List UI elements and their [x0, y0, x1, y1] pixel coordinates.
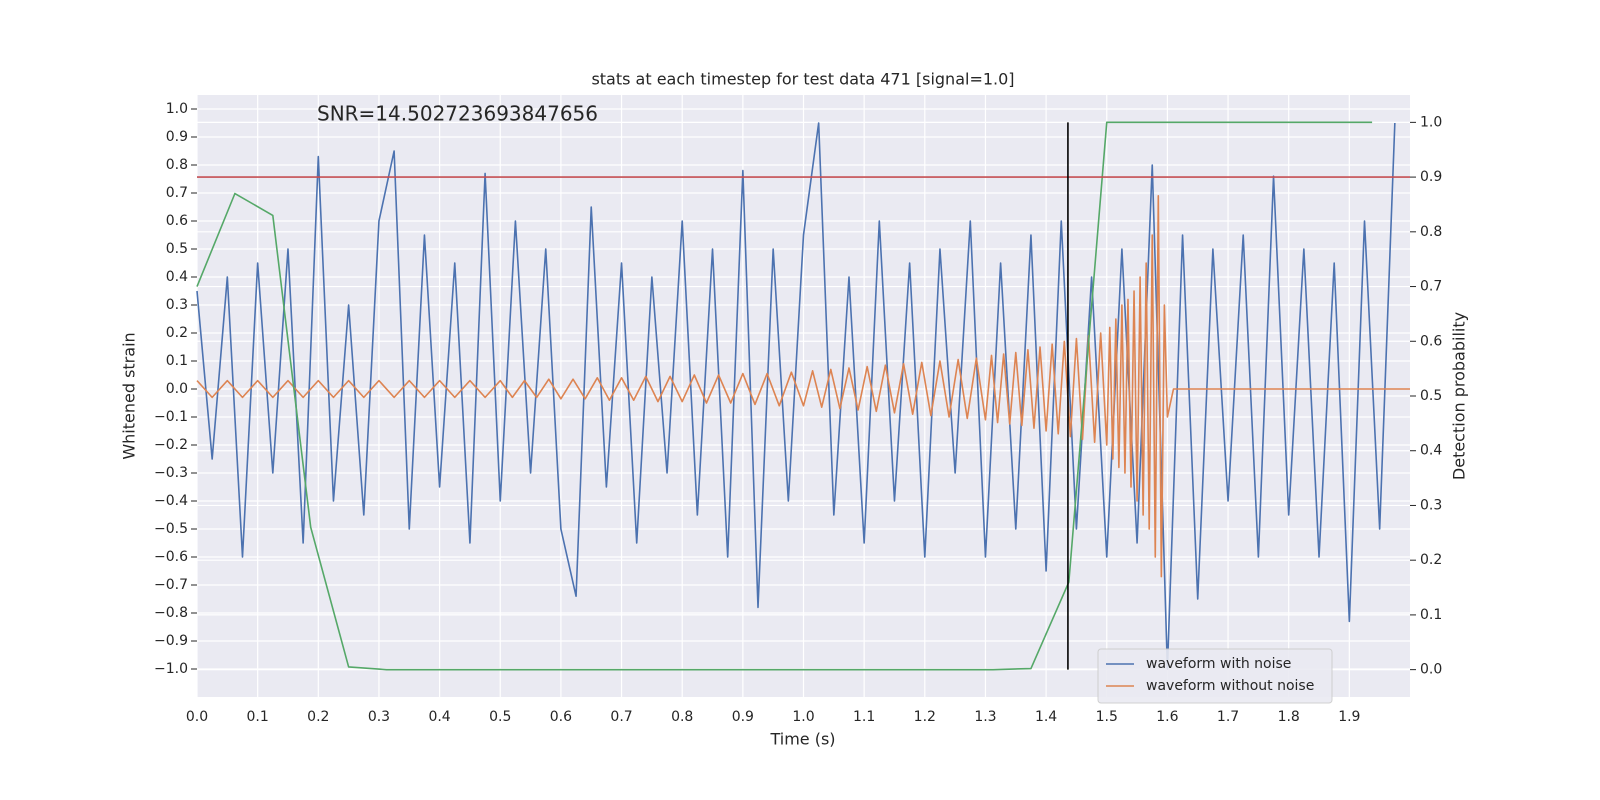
y-tick-label: 0.4	[166, 269, 188, 285]
y-tick-label: 0.0	[166, 381, 188, 397]
series-line	[196, 195, 1410, 578]
y-tick-label: −0.6	[154, 549, 188, 565]
x-tick-label: 1.0	[792, 709, 814, 725]
x-tick-label: 1.7	[1217, 709, 1239, 725]
x-tick-label: 1.8	[1278, 709, 1300, 725]
y-tick-label: 0.9	[166, 129, 188, 145]
y-tick-label: 0.5	[166, 241, 188, 257]
x-tick-label: 1.9	[1338, 709, 1360, 725]
x-tick-label: 1.1	[853, 709, 875, 725]
y2-tick-label: 0.7	[1420, 279, 1442, 295]
x-tick-label: 1.5	[1096, 709, 1118, 725]
legend: waveform with noise waveform without nois…	[1097, 648, 1333, 704]
y2-tick-label: 0.6	[1420, 333, 1442, 349]
y-tick-label: −0.1	[154, 409, 188, 425]
annotation: SNR=14.502723693847656	[317, 102, 598, 126]
y2-tick-label: 0.9	[1420, 169, 1442, 185]
x-tick-label: 1.3	[974, 709, 996, 725]
y-tick-label: −0.5	[154, 521, 188, 537]
x-tick-label: 0.8	[671, 709, 693, 725]
y-tick-label: −1.0	[154, 661, 188, 677]
legend-label: waveform with noise	[1146, 656, 1291, 672]
y-tick-label: 0.3	[166, 297, 188, 313]
y2-tick-label: 0.3	[1420, 497, 1442, 513]
y2-tick-label: 0.8	[1420, 224, 1442, 240]
x-tick-label: 0.2	[307, 709, 329, 725]
x-tick-label: 0.3	[368, 709, 390, 725]
x-tick-label: 0.6	[550, 709, 572, 725]
x-tick-label: 1.2	[914, 709, 936, 725]
y-tick-label: 0.6	[166, 213, 188, 229]
chart-title: stats at each timestep for test data 471…	[591, 70, 1014, 89]
y-tick-label: 0.1	[166, 353, 188, 369]
y-tick-label: −0.9	[154, 633, 188, 649]
legend-box	[1097, 648, 1333, 704]
y2-tick-label: 1.0	[1420, 114, 1442, 130]
y-tick-label: 1.0	[166, 101, 188, 117]
x-tick-label: 0.0	[186, 709, 208, 725]
x-tick-label: 0.7	[610, 709, 632, 725]
x-tick-label: 0.4	[428, 709, 450, 725]
y-tick-label: −0.8	[154, 605, 188, 621]
legend-label: waveform without noise	[1146, 678, 1314, 694]
x-tick-label: 0.1	[247, 709, 269, 725]
y-tick-label: 0.2	[166, 325, 188, 341]
y2-tick-label: 0.5	[1420, 388, 1442, 404]
series-line	[196, 121, 1373, 671]
y2-tick-label: 0.1	[1420, 607, 1442, 623]
y-tick-label: 0.8	[166, 157, 188, 173]
y-tick-label: −0.7	[154, 577, 188, 593]
y-tick-label: 0.7	[166, 185, 188, 201]
x-tick-label: 0.9	[732, 709, 754, 725]
x-tick-label: 1.4	[1035, 709, 1057, 725]
x-axis-label: Time (s)	[769, 730, 835, 749]
y-tick-label: −0.4	[154, 493, 188, 509]
y-axis-label: Whitened strain	[120, 332, 139, 459]
x-tick-label: 0.5	[489, 709, 511, 725]
lines	[196, 121, 1410, 671]
x-tick-label: 1.6	[1156, 709, 1178, 725]
y-tick-label: −0.3	[154, 465, 188, 481]
series-line	[196, 122, 1396, 670]
y-tick-label: −0.2	[154, 437, 188, 453]
grid	[196, 95, 1410, 697]
ticks: 0.0 0.1 0.2 0.3 0.4 0.5 0.6 0.7 0.8 0.9 1.0 1.1 1.2 1…	[154, 101, 1442, 725]
y2-tick-label: 0.0	[1420, 662, 1442, 678]
y2-tick-label: 0.4	[1420, 443, 1442, 459]
y2-tick-label: 0.2	[1420, 552, 1442, 568]
y2-axis-label: Detection probability	[1450, 312, 1469, 480]
